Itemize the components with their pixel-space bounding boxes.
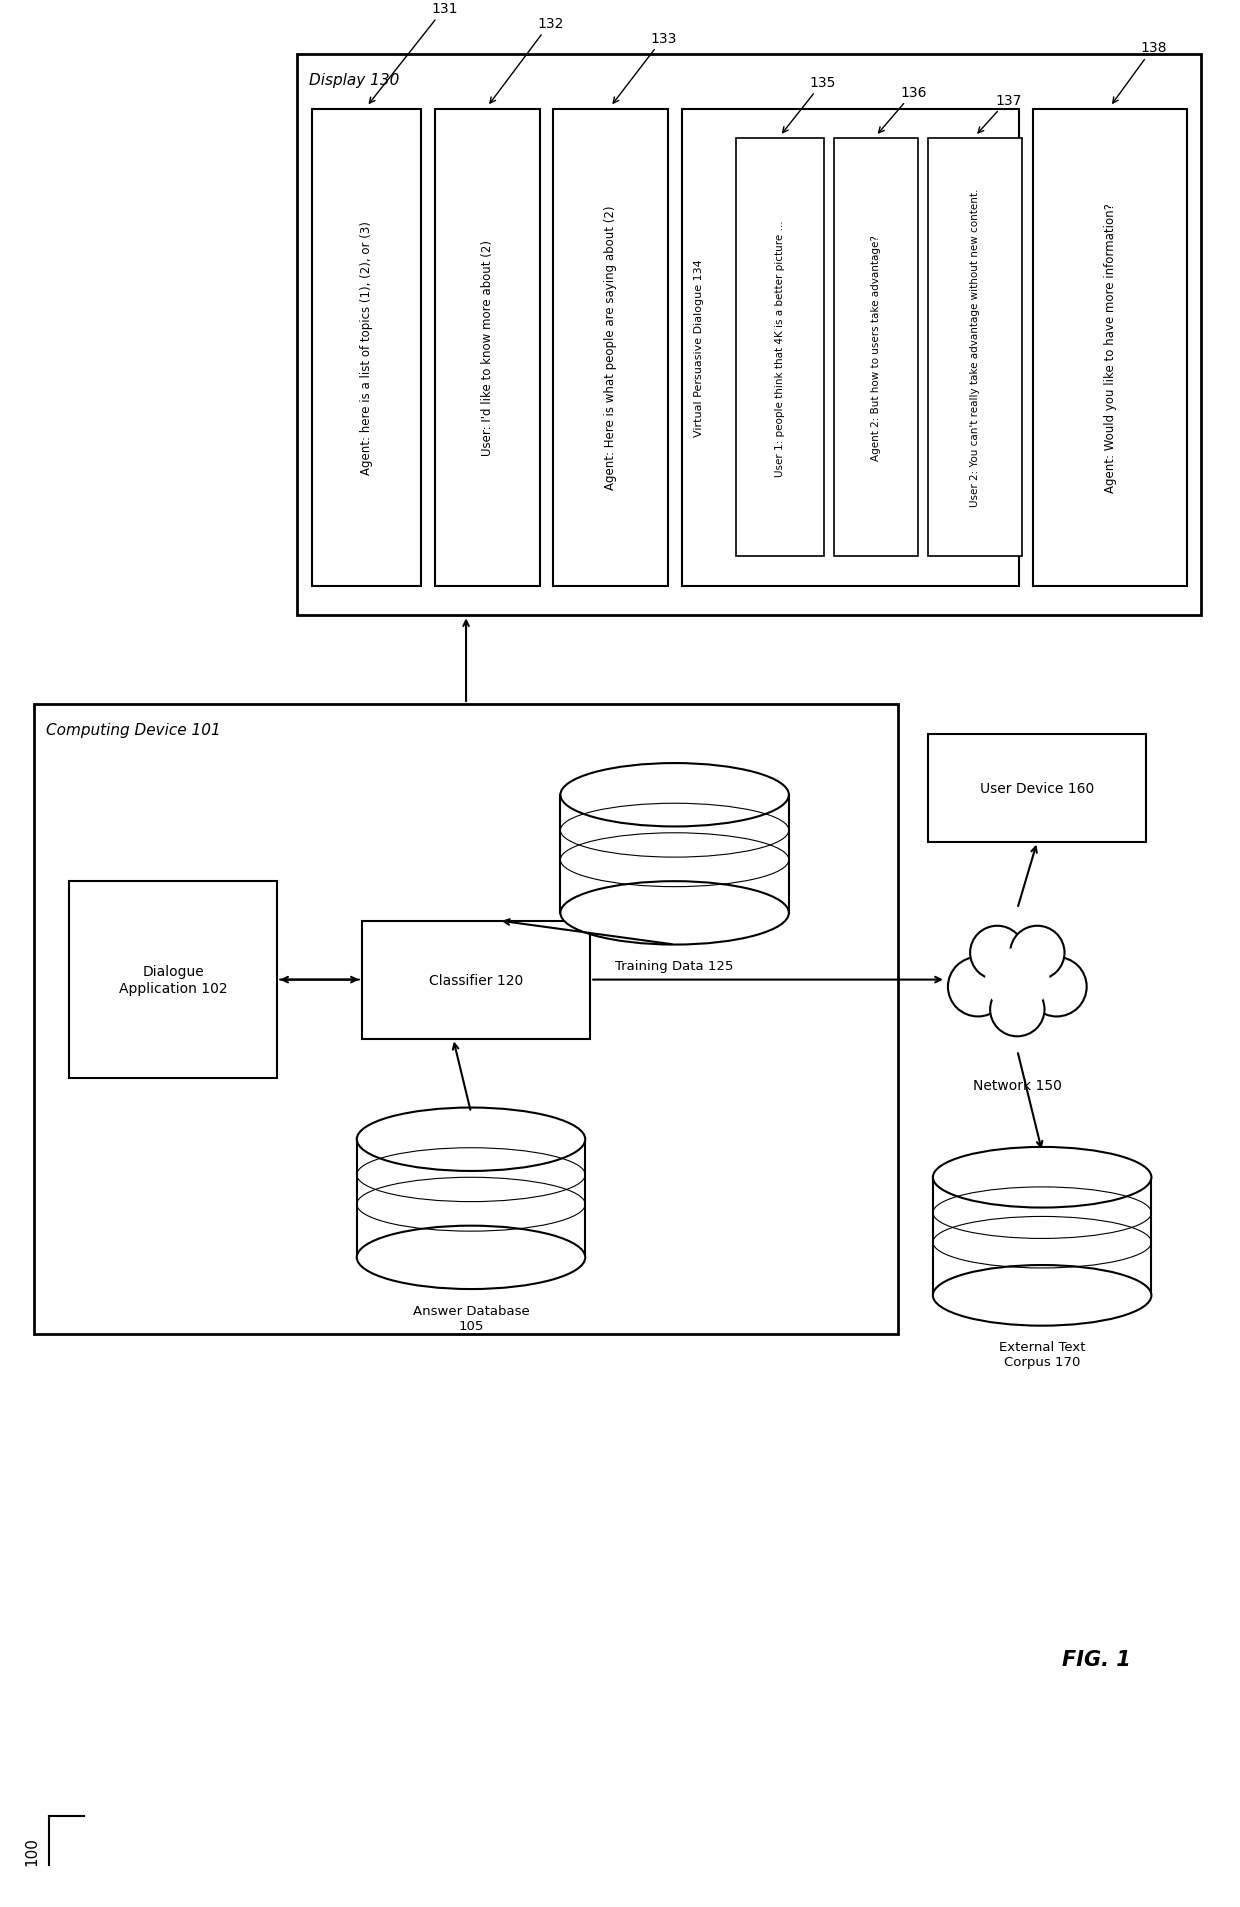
Bar bbox=[833, 139, 918, 557]
Text: User 2: You can't really take advantage without new content.: User 2: You can't really take advantage … bbox=[970, 189, 980, 507]
Circle shape bbox=[978, 942, 1056, 1018]
Text: Training Data 125: Training Data 125 bbox=[615, 959, 734, 973]
Text: 135: 135 bbox=[782, 76, 836, 133]
Text: User 1: people think that 4K is a better picture ...: User 1: people think that 4K is a better… bbox=[775, 219, 785, 477]
Bar bbox=[68, 881, 278, 1079]
Bar bbox=[312, 109, 422, 587]
Ellipse shape bbox=[357, 1226, 585, 1289]
Bar bbox=[553, 109, 667, 587]
Text: External Text
Corpus 170: External Text Corpus 170 bbox=[999, 1341, 1085, 1369]
Bar bbox=[928, 139, 1022, 557]
Bar bbox=[1033, 109, 1187, 587]
Bar bbox=[932, 1179, 1152, 1295]
Text: Virtual Persuasive Dialogue 134: Virtual Persuasive Dialogue 134 bbox=[694, 259, 704, 437]
Text: User Device 160: User Device 160 bbox=[980, 782, 1095, 795]
Bar bbox=[357, 1140, 585, 1259]
Bar bbox=[298, 55, 1202, 616]
Circle shape bbox=[1011, 927, 1064, 980]
Text: 132: 132 bbox=[490, 17, 563, 105]
Circle shape bbox=[970, 927, 1024, 980]
Text: 136: 136 bbox=[879, 86, 928, 133]
Ellipse shape bbox=[932, 1266, 1152, 1325]
Text: Display 130: Display 130 bbox=[309, 72, 399, 88]
Text: 100: 100 bbox=[25, 1836, 40, 1865]
Bar bbox=[682, 109, 1019, 587]
Text: 137: 137 bbox=[978, 93, 1022, 133]
Ellipse shape bbox=[560, 763, 789, 828]
Text: Agent: here is a list of topics (1), (2), or (3): Agent: here is a list of topics (1), (2)… bbox=[360, 221, 373, 475]
Text: Network 150: Network 150 bbox=[973, 1079, 1061, 1093]
Text: Computing Device 101: Computing Device 101 bbox=[46, 723, 221, 738]
Bar bbox=[435, 109, 539, 587]
Text: 138: 138 bbox=[1112, 42, 1167, 105]
Bar bbox=[737, 139, 823, 557]
Text: FIG. 1: FIG. 1 bbox=[1063, 1650, 1131, 1669]
Text: Agent 2: But how to users take advantage?: Agent 2: But how to users take advantage… bbox=[870, 235, 880, 461]
Bar bbox=[560, 795, 789, 913]
Text: Agent: Here is what people are saying about (2): Agent: Here is what people are saying ab… bbox=[604, 206, 618, 490]
Bar bbox=[33, 704, 898, 1335]
Text: Dialogue
Application 102: Dialogue Application 102 bbox=[119, 965, 227, 995]
Ellipse shape bbox=[560, 881, 789, 946]
Circle shape bbox=[985, 948, 1049, 1013]
Circle shape bbox=[1027, 957, 1086, 1016]
Text: Answer Database
105: Answer Database 105 bbox=[413, 1304, 529, 1333]
Circle shape bbox=[990, 982, 1044, 1037]
Ellipse shape bbox=[932, 1148, 1152, 1207]
Text: Agent: Would you like to have more information?: Agent: Would you like to have more infor… bbox=[1104, 204, 1117, 492]
Text: User: I'd like to know more about (2): User: I'd like to know more about (2) bbox=[481, 240, 494, 456]
Text: 131: 131 bbox=[370, 2, 458, 105]
Ellipse shape bbox=[357, 1108, 585, 1171]
Text: Classifier 120: Classifier 120 bbox=[429, 973, 523, 988]
Bar bbox=[362, 921, 590, 1039]
Bar bbox=[928, 734, 1147, 843]
Circle shape bbox=[947, 957, 1008, 1016]
Text: 133: 133 bbox=[614, 32, 677, 105]
